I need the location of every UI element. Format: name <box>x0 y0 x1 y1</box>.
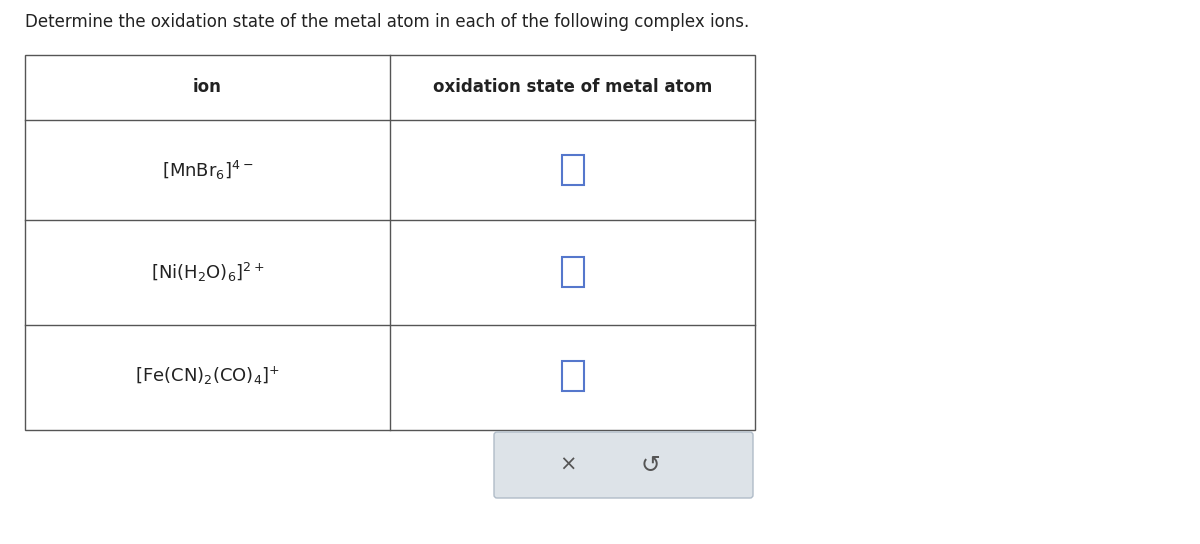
Text: Determine the oxidation state of the metal atom in each of the following complex: Determine the oxidation state of the met… <box>25 13 749 31</box>
Bar <box>562 361 584 391</box>
Text: ion: ion <box>193 78 222 96</box>
FancyBboxPatch shape <box>494 432 754 498</box>
Text: $\left[\mathrm{MnBr_6}\right]^{4-}$: $\left[\mathrm{MnBr_6}\right]^{4-}$ <box>162 158 253 182</box>
Bar <box>562 257 584 287</box>
Text: $\left[\mathrm{Ni(H_2O)_6}\right]^{2+}$: $\left[\mathrm{Ni(H_2O)_6}\right]^{2+}$ <box>151 261 264 283</box>
Bar <box>25 55 755 430</box>
Text: ↺: ↺ <box>640 453 660 477</box>
Text: ×: × <box>559 455 577 475</box>
Bar <box>562 155 584 185</box>
Text: oxidation state of metal atom: oxidation state of metal atom <box>433 78 712 96</box>
Text: $\left[\mathrm{Fe(CN)_2(CO)_4}\right]^{+}$: $\left[\mathrm{Fe(CN)_2(CO)_4}\right]^{+… <box>134 365 280 387</box>
